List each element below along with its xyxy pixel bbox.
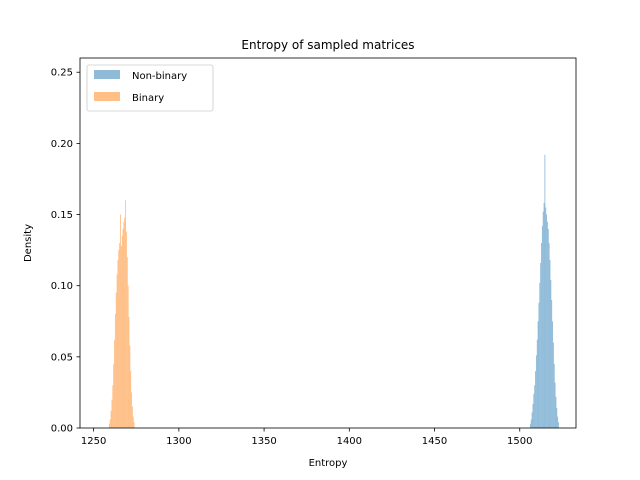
y-tick-label: 0.00 [51, 424, 73, 435]
bar-non-binary [554, 382, 556, 428]
x-tick-label: 1300 [166, 436, 191, 447]
bar-non-binary [542, 211, 544, 428]
legend-swatch-binary [94, 92, 120, 101]
bar-non-binary [529, 423, 531, 428]
bar-non-binary [539, 282, 541, 428]
bar-non-binary [533, 393, 535, 428]
bar-non-binary [534, 385, 536, 428]
bar-non-binary [531, 412, 533, 428]
x-tick-label: 1350 [251, 436, 276, 447]
bar-binary [120, 214, 121, 428]
bar-binary [115, 292, 117, 428]
bar-binary [123, 221, 125, 428]
bar-non-binary [540, 262, 542, 428]
y-tick-label: 0.10 [51, 281, 73, 292]
bar-binary [119, 243, 121, 428]
bar-binary [121, 235, 123, 428]
y-axis-ticks: 0.00 0.05 0.10 0.15 0.20 0.25 [51, 68, 80, 435]
bar-non-binary [548, 243, 550, 428]
bar-binary [126, 231, 127, 428]
bar-binary [110, 410, 112, 428]
bar-non-binary [558, 422, 559, 428]
bar-non-binary [541, 243, 542, 428]
bar-binary [117, 260, 119, 428]
y-tick-label: 0.25 [51, 68, 73, 79]
bar-binary [122, 228, 124, 428]
x-axis-ticks: 1250 1300 1350 1400 1450 1500 [81, 428, 532, 447]
x-tick-label: 1250 [81, 436, 106, 447]
bar-binary [116, 274, 118, 428]
bar-binary [124, 217, 126, 428]
bar-non-binary [553, 363, 555, 428]
bar-non-binary [547, 221, 548, 428]
bar-non-binary [537, 321, 539, 428]
bar-non-binary [536, 339, 538, 428]
bar-non-binary [538, 302, 540, 428]
bar-binary [114, 314, 116, 428]
x-axis-title: Entropy [309, 458, 348, 469]
x-tick-label: 1400 [337, 436, 362, 447]
y-tick-label: 0.20 [51, 139, 73, 150]
bar-binary [114, 339, 115, 428]
bar-binary [120, 245, 122, 428]
bar-binary [108, 423, 110, 428]
bar-binary [118, 250, 120, 428]
bar-binary [132, 416, 134, 428]
bar-binary [112, 385, 114, 428]
bar-non-binary [530, 419, 532, 428]
bar-binary [131, 392, 132, 428]
y-tick-label: 0.15 [51, 210, 73, 221]
bar-binary [113, 363, 115, 428]
x-tick-label: 1500 [507, 436, 532, 447]
bar-binary [128, 317, 130, 428]
bar-binary [127, 285, 129, 428]
bar-binary [130, 371, 132, 428]
legend-label-non-binary: Non-binary [132, 71, 187, 82]
bar-non-binary [555, 396, 557, 428]
bar-binary [109, 419, 111, 428]
bar-binary [133, 422, 135, 428]
bar-non-binary [552, 342, 554, 428]
bar-non-binary [557, 416, 559, 428]
bar-non-binary [546, 214, 548, 428]
bar-non-binary [549, 260, 551, 428]
legend-label-binary: Binary [132, 93, 164, 104]
bar-non-binary [532, 403, 534, 428]
bar-non-binary [535, 371, 536, 428]
legend-swatch-non-binary [94, 70, 120, 79]
bar-binary [111, 399, 113, 428]
bar-non-binary [543, 203, 545, 428]
bar-non-binary [541, 225, 543, 428]
bar-non-binary [547, 228, 549, 428]
bar-non-binary [556, 408, 558, 428]
bar-binary [131, 406, 133, 428]
bar-non-binary [552, 321, 553, 428]
legend: Non-binary Binary [86, 64, 214, 112]
bar-binary [125, 200, 127, 428]
bar-non-binary [535, 355, 537, 428]
bar-non-binary [544, 154, 546, 428]
bar-binary [126, 257, 128, 428]
y-axis-title: Density [23, 224, 34, 262]
bar-non-binary [550, 280, 552, 428]
bar-non-binary [545, 207, 547, 428]
x-tick-label: 1450 [422, 436, 447, 447]
y-tick-label: 0.05 [51, 352, 73, 363]
bar-non-binary [551, 299, 553, 428]
bar-binary [129, 345, 131, 428]
chart-title: Entropy of sampled matrices [241, 38, 414, 52]
bars-layer [108, 154, 559, 428]
plot-area-frame [79, 57, 577, 429]
